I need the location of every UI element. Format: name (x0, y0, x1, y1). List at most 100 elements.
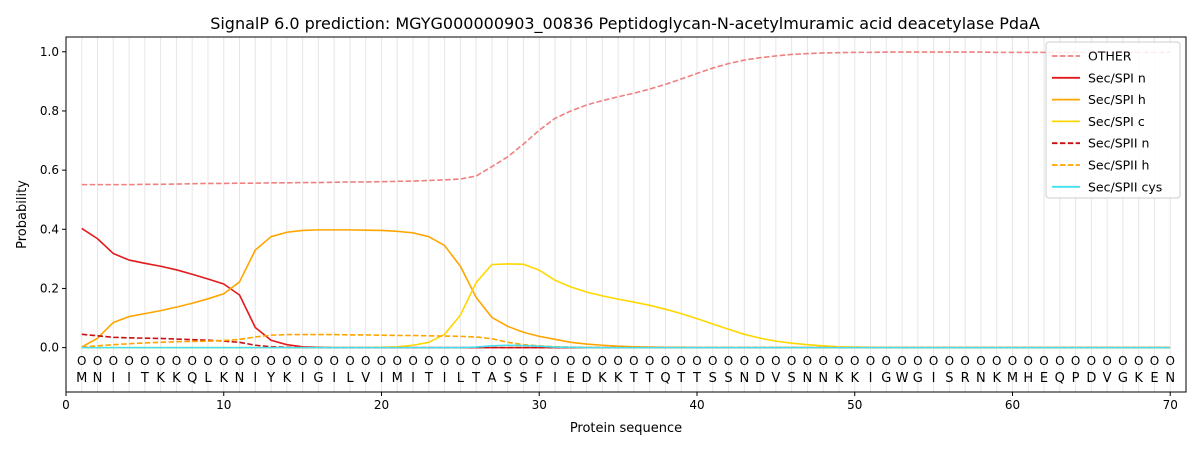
residue-label-56: S (945, 371, 953, 386)
residue-label-45: V (771, 371, 780, 386)
residue-label-60: M (1007, 371, 1018, 386)
residue-label-8: Q (187, 371, 197, 386)
region-marker-52: O (882, 354, 891, 368)
region-marker-36: O (629, 354, 638, 368)
residue-label-11: N (235, 371, 245, 386)
region-marker-37: O (645, 354, 654, 368)
residue-label-27: A (487, 371, 496, 386)
region-marker-6: O (156, 354, 165, 368)
region-marker-10: O (219, 354, 228, 368)
region-marker-17: O (329, 354, 338, 368)
legend-label-sec-spii-cys: Sec/SPII cys (1088, 179, 1162, 194)
x-tick-label-40: 40 (689, 398, 704, 412)
residue-label-59: K (992, 371, 1001, 386)
region-marker-8: O (187, 354, 196, 368)
region-marker-69: O (1150, 354, 1159, 368)
residue-label-55: I (932, 371, 936, 386)
residue-label-33: D (582, 371, 592, 386)
region-marker-14: O (282, 354, 291, 368)
chart-title: SignalP 6.0 prediction: MGYG000000903_00… (210, 14, 1040, 34)
residue-label-61: H (1023, 371, 1033, 386)
legend: OTHER Sec/SPI n Sec/SPI h Sec/SPI c Sec/SPII… (1045, 41, 1181, 199)
region-marker-40: O (692, 354, 701, 368)
region-marker-44: O (755, 354, 764, 368)
legend-label-sec-spii-n: Sec/SPII n (1088, 136, 1149, 151)
residue-label-68: K (1134, 371, 1143, 386)
y-axis-ticks: 0.0 0.2 0.4 0.6 0.8 1.0 (40, 45, 66, 355)
region-marker-22: O (408, 354, 417, 368)
residue-label-7: K (172, 371, 181, 386)
residue-label-10: K (219, 371, 228, 386)
region-marker-9: O (203, 354, 212, 368)
region-marker-4: O (124, 354, 133, 368)
region-marker-7: O (172, 354, 181, 368)
y-tick-label-2: 0.4 (40, 222, 59, 236)
residue-label-54: G (913, 371, 923, 386)
residue-label-18: L (346, 371, 354, 386)
y-tick-label-4: 0.8 (40, 104, 59, 118)
residue-label-17: I (332, 371, 336, 386)
region-marker-23: O (424, 354, 433, 368)
region-marker-19: O (361, 354, 370, 368)
legend-label-sec-spi-h: Sec/SPI h (1088, 92, 1146, 107)
region-marker-48: O (818, 354, 827, 368)
x-tick-label-10: 10 (216, 398, 231, 412)
region-marker-5: O (140, 354, 149, 368)
residue-label-26: T (471, 371, 480, 386)
region-marker-35: O (613, 354, 622, 368)
residue-label-20: I (380, 371, 384, 386)
region-marker-1: O (77, 354, 86, 368)
y-axis-label: Probability (15, 180, 30, 249)
plot-frame (65, 36, 1187, 393)
series-line-sec-spii-cys (81, 344, 1171, 349)
region-marker-62: O (1039, 354, 1048, 368)
region-marker-61: O (1024, 354, 1033, 368)
region-marker-70: O (1165, 354, 1174, 368)
residue-label-19: V (361, 371, 370, 386)
residue-label-21: M (392, 371, 403, 386)
region-marker-25: O (456, 354, 465, 368)
region-marker-57: O (960, 354, 969, 368)
legend-box (1045, 41, 1181, 199)
region-marker-60: O (1008, 354, 1017, 368)
y-tick-label-1: 0.2 (40, 281, 59, 295)
residue-label-12: I (253, 371, 257, 386)
residue-label-40: T (692, 371, 701, 386)
region-marker-11: O (235, 354, 244, 368)
residue-label-4: I (127, 371, 131, 386)
region-marker-64: O (1071, 354, 1080, 368)
region-marker-33: O (582, 354, 591, 368)
residue-label-24: I (443, 371, 447, 386)
residue-label-50: K (850, 371, 859, 386)
region-marker-38: O (661, 354, 670, 368)
x-axis-ticks: 0 10 20 30 40 50 60 70 (62, 392, 1178, 412)
residue-label-36: T (629, 371, 638, 386)
residue-label-47: N (803, 371, 813, 386)
residue-label-13: Y (266, 371, 275, 386)
residue-label-41: S (709, 371, 717, 386)
residue-label-43: N (739, 371, 749, 386)
residue-label-28: S (504, 371, 512, 386)
region-marker-12: O (251, 354, 260, 368)
residue-label-34: K (598, 371, 607, 386)
x-tick-label-60: 60 (1005, 398, 1020, 412)
series-line-sec-spii-n (81, 333, 1171, 349)
region-marker-18: O (345, 354, 354, 368)
region-marker-63: O (1055, 354, 1064, 368)
residue-label-51: I (869, 371, 873, 386)
y-tick-label-5: 1.0 (40, 45, 59, 59)
residue-label-46: S (788, 371, 796, 386)
region-marker-42: O (724, 354, 733, 368)
region-marker-66: O (1102, 354, 1111, 368)
region-marker-53: O (897, 354, 906, 368)
residue-label-29: S (519, 371, 527, 386)
residue-label-6: K (156, 371, 165, 386)
residue-label-2: N (93, 371, 103, 386)
residue-label-49: K (835, 371, 844, 386)
region-marker-41: O (708, 354, 717, 368)
residue-label-31: I (553, 371, 557, 386)
residue-label-65: D (1086, 371, 1096, 386)
region-marker-39: O (676, 354, 685, 368)
